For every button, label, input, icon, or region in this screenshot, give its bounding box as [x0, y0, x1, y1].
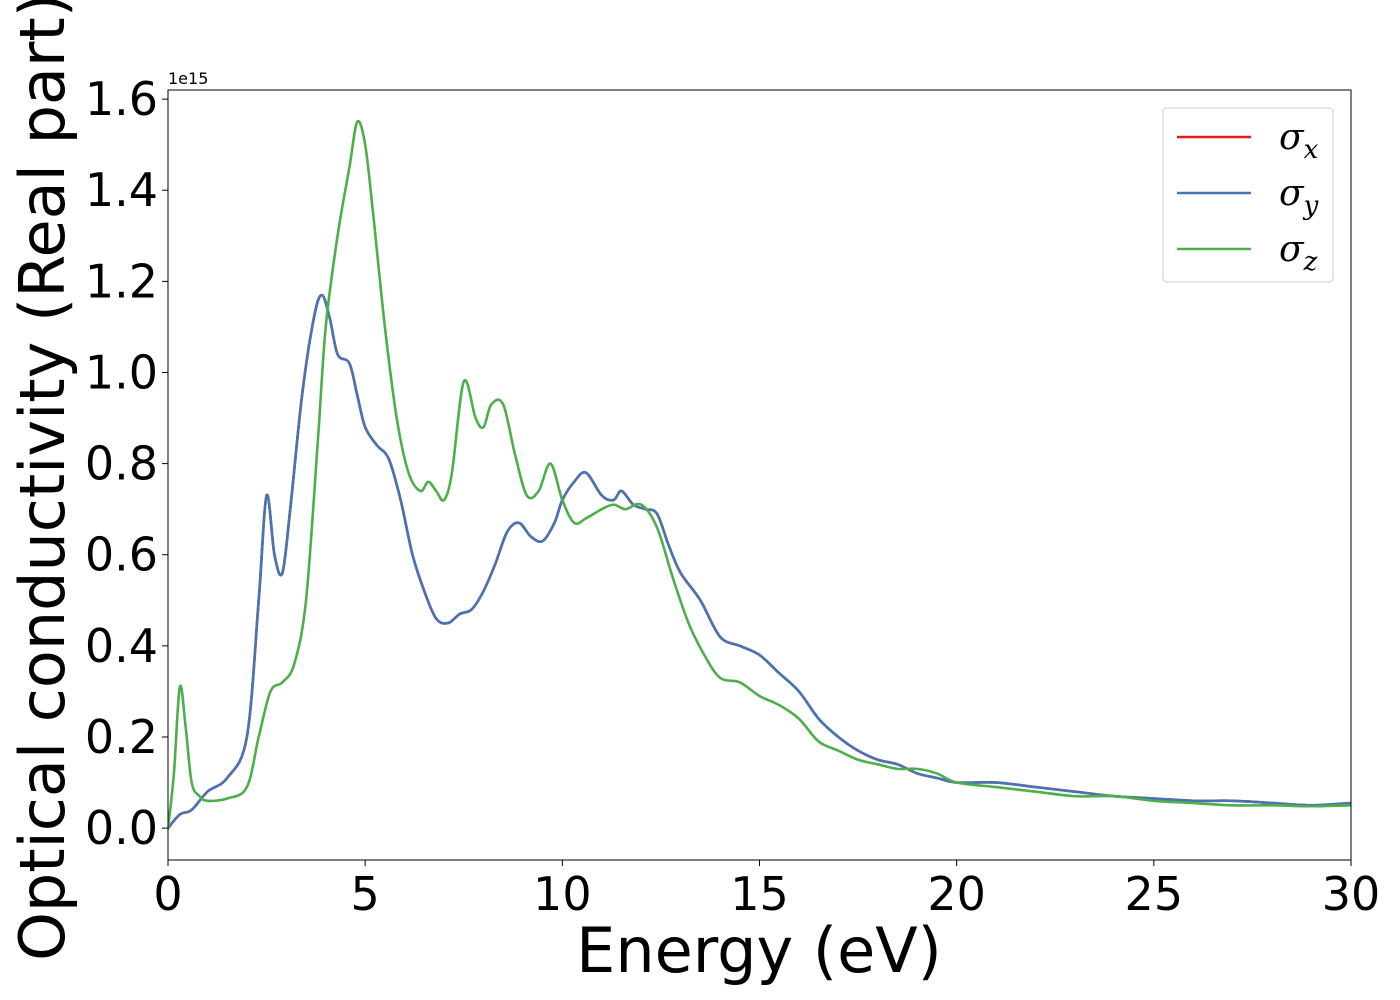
x-tick-label: 10: [533, 867, 592, 921]
y-axis-ticks: 0.0 0.2 0.4 0.6 0.8 1.0 1.2 1.4 1.6: [85, 72, 168, 855]
legend-box: [1162, 107, 1334, 283]
x-axis-ticks: 0 5 10 15 20 25 30: [153, 860, 1380, 921]
y-tick-label: 0.2: [85, 710, 158, 764]
x-axis-title: Energy (eV): [576, 914, 942, 987]
x-tick-label: 0: [153, 867, 182, 921]
y-tick-label: 0.8: [85, 437, 158, 491]
x-tick-label: 5: [351, 867, 380, 921]
y-tick-label: 0.0: [85, 801, 158, 855]
series-line-sigma-y: [168, 293, 1351, 830]
y-tick-label: 1.2: [85, 254, 158, 308]
series-layer: [168, 119, 1351, 830]
x-tick-label: 15: [730, 867, 789, 921]
y-tick-label: 0.6: [85, 528, 158, 582]
y-offset-label: 1e15: [168, 69, 208, 88]
y-axis-title: Optical conductivity (Real part): [6, 0, 79, 961]
y-tick-label: 1.0: [85, 345, 158, 399]
y-tick-label: 1.6: [85, 72, 158, 126]
y-tick-label: 1.4: [85, 163, 158, 217]
y-tick-label: 0.4: [85, 619, 158, 673]
x-tick-label: 20: [927, 867, 986, 921]
plot-area: [168, 90, 1351, 860]
x-tick-label: 25: [1125, 867, 1184, 921]
series-line-sigma-z: [168, 119, 1351, 830]
x-tick-label: 30: [1322, 867, 1381, 921]
